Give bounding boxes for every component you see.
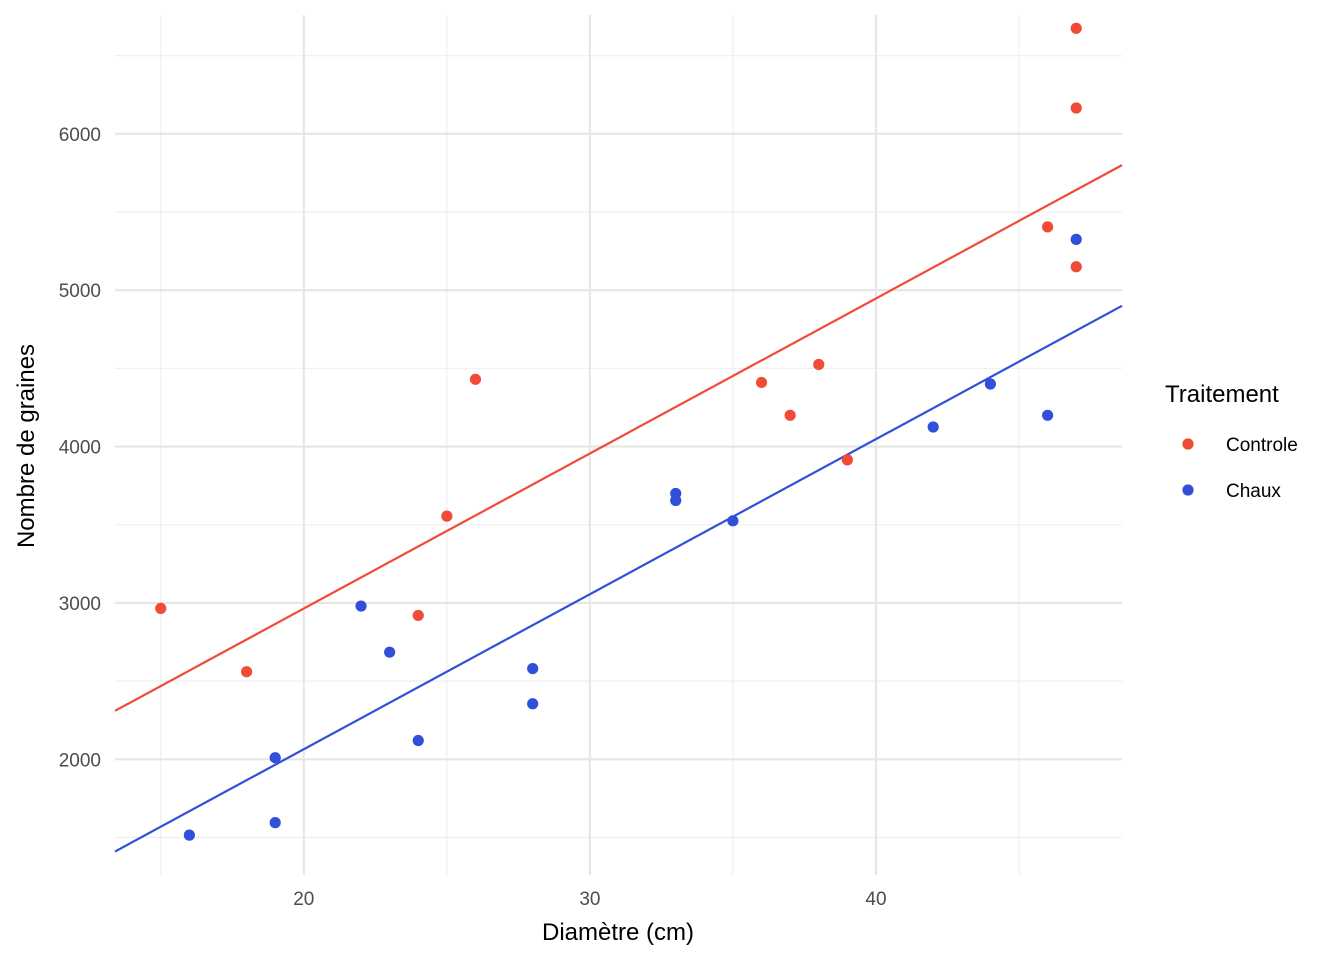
y-tick-label: 4000 (59, 438, 101, 459)
y-tick-label: 3000 (59, 594, 101, 615)
point-chaux (527, 698, 539, 710)
y-axis-title: Nombre de graines (13, 344, 40, 548)
point-chaux (355, 600, 367, 612)
point-chaux (269, 817, 281, 829)
y-tick-label: 5000 (59, 281, 101, 302)
point-chaux (269, 752, 281, 764)
minor-gridlines (115, 15, 1122, 875)
x-tick-label: 20 (293, 889, 314, 910)
point-controle (755, 376, 768, 389)
point-chaux (727, 515, 739, 527)
legend-title: Traitement (1165, 381, 1279, 408)
point-controle (240, 666, 253, 678)
legend-label-controle: Controle (1226, 435, 1298, 456)
point-chaux (183, 829, 195, 841)
x-tick-label: 40 (865, 889, 886, 910)
point-chaux (1042, 409, 1054, 421)
point-controle (1070, 102, 1082, 114)
point-controle (841, 454, 853, 466)
point-controle (813, 358, 825, 371)
point-controle (1070, 261, 1082, 273)
y-tick-label: 6000 (59, 125, 101, 146)
x-axis-title: Diamètre (cm) (542, 919, 694, 946)
legend-label-chaux: Chaux (1226, 481, 1281, 502)
legend-key-chaux (1182, 484, 1194, 496)
point-chaux (1070, 233, 1082, 245)
fit-line-controle (114, 164, 1123, 712)
x-tick-label: 30 (579, 889, 600, 910)
point-controle (441, 510, 453, 522)
point-controle (155, 602, 167, 615)
x-axis-ticks: 20 30 40 (293, 889, 886, 910)
major-gridlines (115, 15, 1122, 875)
y-tick-label: 2000 (59, 750, 101, 771)
legend-key-controle (1182, 438, 1194, 450)
point-controle (1070, 22, 1082, 34)
point-chaux (670, 494, 682, 507)
point-controle (469, 373, 482, 385)
point-chaux (384, 646, 396, 658)
legend: Traitement Controle Chaux (1165, 381, 1298, 502)
point-chaux (984, 378, 997, 390)
y-axis-ticks: 2000 3000 4000 5000 6000 (59, 125, 101, 771)
point-controle (412, 609, 424, 622)
point-chaux (412, 734, 424, 747)
point-controle (784, 409, 796, 421)
point-chaux (927, 421, 939, 433)
regression-lines (114, 164, 1123, 853)
data-points (155, 22, 1082, 841)
point-controle (1042, 221, 1054, 233)
fit-line-chaux (114, 304, 1123, 853)
point-chaux (527, 663, 539, 675)
